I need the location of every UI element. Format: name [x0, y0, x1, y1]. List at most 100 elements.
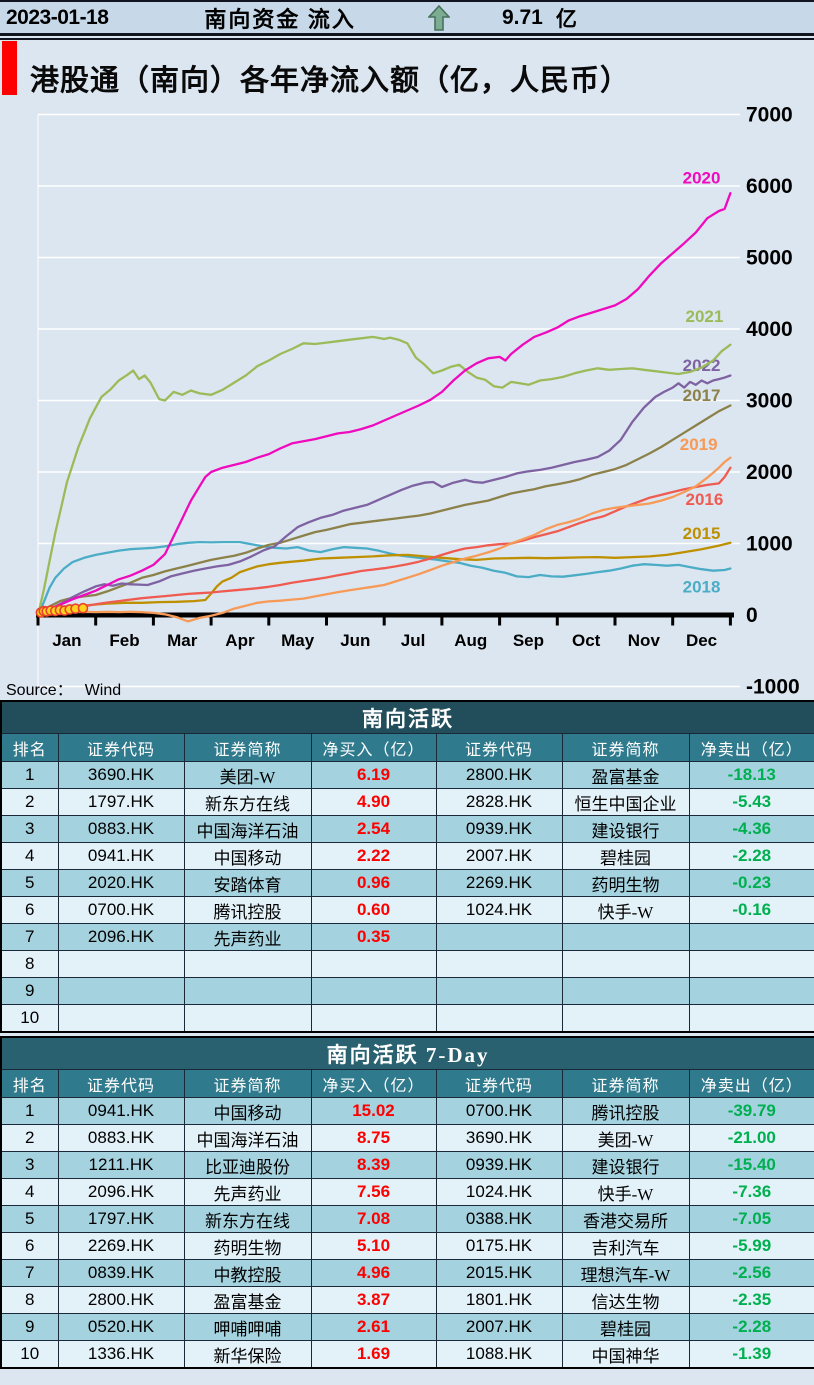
table-row: 6 0700.HK 腾讯控股 0.60 1024.HK 快手-W -0.16	[0, 896, 814, 924]
net-sell-cell: -18.13	[688, 761, 814, 789]
code-cell: 2096.HK	[57, 923, 185, 951]
net-buy-cell: 4.90	[310, 788, 437, 816]
net-sell-cell: -7.05	[688, 1205, 814, 1233]
year-label-2019: 2019	[680, 435, 718, 454]
code-cell: 2007.HK	[435, 842, 563, 870]
net-buy-cell: 1.69	[310, 1340, 437, 1369]
y-tick-label: 3000	[746, 390, 793, 413]
table-row: 1 0941.HK 中国移动 15.02 0700.HK 腾讯控股 -39.79	[0, 1097, 814, 1125]
code-cell: 1024.HK	[435, 1178, 563, 1206]
table-row: 10 1336.HK 新华保险 1.69 1088.HK 中国神华 -1.39	[0, 1340, 814, 1369]
net-buy-cell: 7.56	[310, 1178, 437, 1206]
code-cell: 2020.HK	[57, 869, 185, 897]
net-sell-cell: -5.43	[688, 788, 814, 816]
flow-value: 9.71	[501, 5, 543, 29]
yearly-netinflow-line-chart: 7000 6000 5000 4000 3000 2000 1000 0 -1000 Jan Feb…	[6, 104, 800, 700]
table-row: 10	[0, 1004, 814, 1033]
month-label: Nov	[628, 631, 661, 650]
column-header: 证券简称	[561, 733, 690, 762]
rank-cell: 3	[0, 815, 59, 843]
net-buy-cell	[310, 1004, 437, 1033]
code-cell	[57, 1004, 185, 1033]
code-cell: 3690.HK	[57, 761, 185, 789]
rank-cell: 7	[0, 1259, 59, 1287]
column-header: 净买入（亿）	[310, 733, 437, 762]
net-buy-cell: 0.35	[310, 923, 437, 951]
x-axis-tick	[671, 617, 675, 626]
series-2015-line	[36, 541, 732, 617]
table-southbound-active: 南向活跃 排名 证券代码 证券简称 净买入（亿） 证券代码 证券简称 净卖出（亿） 1 3690.…	[0, 700, 814, 1033]
code-cell: 2015.HK	[435, 1259, 563, 1287]
name-cell: 信达生物	[561, 1286, 690, 1314]
name-cell: 盈富基金	[183, 1286, 312, 1314]
net-sell-cell	[688, 977, 814, 1005]
y-tick-label: -1000	[746, 676, 800, 699]
code-cell: 1797.HK	[57, 788, 185, 816]
name-cell: 碧桂园	[561, 842, 690, 870]
name-cell	[183, 977, 312, 1005]
year-label-2020: 2020	[683, 168, 721, 187]
code-cell: 0939.HK	[435, 1151, 563, 1179]
name-cell: 中国神华	[561, 1340, 690, 1369]
code-cell: 0520.HK	[57, 1313, 185, 1341]
year-label-2018: 2018	[683, 577, 721, 596]
name-cell: 碧桂园	[561, 1313, 690, 1341]
code-cell	[435, 923, 563, 951]
chart-title: 港股通（南向）各年净流入额（亿，人民币）	[30, 65, 631, 97]
code-cell: 1088.HK	[435, 1340, 563, 1369]
year-label-2016: 2016	[686, 490, 724, 509]
flow-unit: 亿	[555, 6, 577, 31]
name-cell: 中国海洋石油	[183, 815, 312, 843]
code-cell: 2800.HK	[435, 761, 563, 789]
code-cell: 1211.HK	[57, 1151, 185, 1179]
report-date: 2023-01-18	[6, 5, 109, 29]
series-2020-line	[36, 192, 732, 617]
column-header: 证券代码	[57, 1069, 185, 1098]
rank-cell: 6	[0, 1232, 59, 1260]
y-tick-label: 7000	[746, 104, 793, 127]
name-cell: 美团-W	[561, 1124, 690, 1152]
net-buy-cell: 5.10	[310, 1232, 437, 1260]
table-row: 2 0883.HK 中国海洋石油 8.75 3690.HK 美团-W -21.00	[0, 1124, 814, 1152]
column-header: 排名	[0, 1069, 59, 1098]
year-label-2017: 2017	[683, 386, 721, 405]
name-cell: 先声药业	[183, 923, 312, 951]
net-sell-cell	[688, 1004, 814, 1033]
code-cell: 1797.HK	[57, 1205, 185, 1233]
code-cell: 2828.HK	[435, 788, 563, 816]
series-2022-line	[36, 374, 732, 617]
topbar: 2023-01-18 南向资金 流入 9.71 亿	[0, 0, 814, 36]
rank-cell: 3	[0, 1151, 59, 1179]
series-2017-line	[36, 404, 732, 617]
name-cell: 药明生物	[183, 1232, 312, 1260]
rank-cell: 10	[0, 1340, 59, 1369]
table-southbound-active-7day: 南向活跃 7-Day 排名 证券代码 证券简称 净买入（亿） 证券代码 证券简称 净卖出（亿）…	[0, 1036, 814, 1369]
rank-cell: 1	[0, 1097, 59, 1125]
table-row: 4 0941.HK 中国移动 2.22 2007.HK 碧桂园 -2.28	[0, 842, 814, 870]
year-label-2015: 2015	[683, 524, 721, 543]
column-header: 净卖出（亿）	[688, 1069, 814, 1098]
stock-flow-table: 南向活跃 7-Day 排名 证券代码 证券简称 净买入（亿） 证券代码 证券简称 净卖出（亿）…	[0, 1036, 814, 1369]
x-axis-tick	[440, 617, 444, 626]
name-cell	[183, 1004, 312, 1033]
data-point-2023	[77, 602, 89, 614]
table-row: 5 1797.HK 新东方在线 7.08 0388.HK 香港交易所 -7.05	[0, 1205, 814, 1233]
name-cell: 呷哺呷哺	[183, 1313, 312, 1341]
code-cell	[57, 950, 185, 978]
month-label: Aug	[454, 631, 487, 650]
name-cell: 新东方在线	[183, 788, 312, 816]
y-tick-label: 4000	[746, 318, 793, 341]
net-buy-cell: 0.60	[310, 896, 437, 924]
month-label: Feb	[109, 631, 139, 650]
net-sell-cell: -2.56	[688, 1259, 814, 1287]
code-cell: 0388.HK	[435, 1205, 563, 1233]
column-header: 证券简称	[561, 1069, 690, 1098]
table-row: 5 2020.HK 安踏体育 0.96 2269.HK 药明生物 -0.23	[0, 869, 814, 897]
column-header: 净卖出（亿）	[688, 733, 814, 762]
rank-cell: 2	[0, 788, 59, 816]
year-label-2021: 2021	[686, 307, 724, 326]
code-cell: 2096.HK	[57, 1178, 185, 1206]
name-cell: 中国海洋石油	[183, 1124, 312, 1152]
column-header: 证券代码	[435, 1069, 563, 1098]
code-cell	[435, 1004, 563, 1033]
